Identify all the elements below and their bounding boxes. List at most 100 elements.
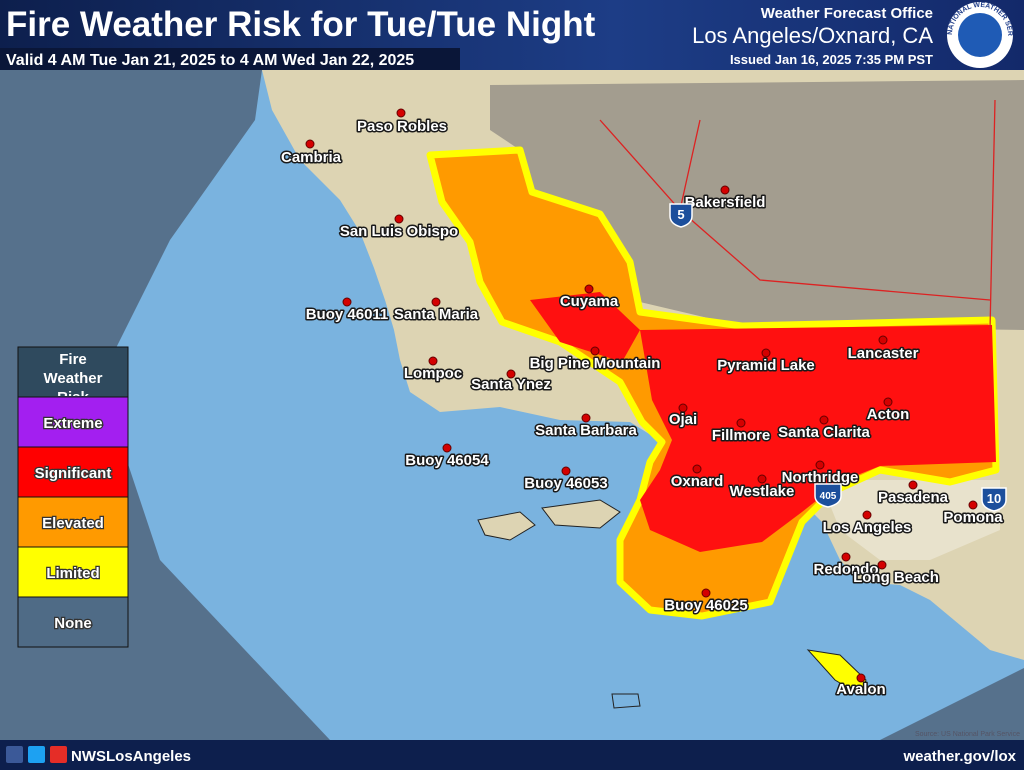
valid-bar — [0, 48, 460, 70]
island — [541, 499, 621, 529]
significant-risk-area — [640, 325, 996, 552]
social-handle[interactable]: NWSLosAngeles — [71, 748, 191, 765]
legend-title: Fire Weather Risk — [44, 351, 103, 396]
place-dot — [856, 673, 866, 683]
place-dot — [862, 510, 872, 520]
highway-line — [599, 99, 996, 331]
place-label: San Luis Obispo — [340, 223, 458, 240]
place-dot — [396, 108, 406, 118]
place-dot — [968, 500, 978, 510]
place-label: Northridge — [782, 469, 859, 486]
place-label: Buoy 46053 — [524, 475, 607, 492]
place-label: Avalon — [836, 681, 885, 698]
place-label: Santa Maria — [394, 306, 479, 323]
place-label: Cuyama — [560, 293, 619, 310]
place-label: Westlake — [730, 483, 795, 500]
significant-risk-area — [530, 292, 640, 362]
place-dot — [908, 480, 918, 490]
place-dot — [761, 348, 771, 358]
place-label: Big Pine Mountain — [530, 355, 661, 372]
place-labels: Paso Robles Cambria Bakersfield San Luis Ob… — [279, 108, 1005, 700]
website[interactable]: weather.gov/lox — [902, 748, 1016, 765]
place-label: Santa Barbara — [535, 422, 637, 439]
legend-label: None — [54, 615, 92, 632]
twitter-icon[interactable] — [28, 746, 45, 763]
place-label: Redondo — [814, 561, 879, 578]
place-dot — [841, 552, 851, 562]
place-label: Los Angeles — [823, 519, 912, 536]
place-dot — [590, 346, 600, 356]
source: Source: US National Park Service — [915, 731, 1020, 738]
shield — [669, 203, 693, 228]
place-dot — [878, 335, 888, 345]
location: Los Angeles/Oxnard, CA — [692, 23, 933, 48]
place-dot — [431, 297, 441, 307]
place-dot — [442, 443, 452, 453]
place-label: Long Beach — [853, 569, 939, 586]
place-label: Santa Ynez — [471, 376, 551, 393]
place-label: Pasadena — [878, 489, 949, 506]
place-label: Cambria — [281, 149, 342, 166]
shield-label: 405 — [820, 491, 837, 502]
place-dot — [342, 297, 352, 307]
urban-area — [820, 480, 1000, 560]
place-label: Bakersfield — [685, 194, 766, 211]
place-label: Buoy 46025 — [664, 597, 747, 614]
place-label: Paso Robles — [357, 118, 447, 135]
place-label: Buoy 46054 — [405, 452, 489, 469]
office: Weather Forecast Office — [761, 5, 933, 22]
place-label: Lompoc — [404, 365, 462, 382]
place-dot — [561, 466, 571, 476]
place-dot — [305, 139, 315, 149]
place-dot — [678, 403, 688, 413]
place-label: Buoy 46011 — [306, 306, 389, 323]
island — [806, 649, 867, 696]
place-dot — [877, 560, 887, 570]
shield — [981, 487, 1007, 512]
place-label: Acton — [867, 406, 910, 423]
place-dot — [815, 460, 825, 470]
place-dot — [581, 413, 591, 423]
issued: Issued Jan 16, 2025 7:35 PM PST — [730, 52, 933, 67]
legend-label: Extreme — [43, 415, 102, 432]
place-dot — [506, 369, 516, 379]
youtube-icon[interactable] — [50, 746, 67, 763]
place-label: Lancaster — [848, 345, 919, 362]
shield-label: 10 — [987, 491, 1001, 506]
place-dot — [701, 588, 711, 598]
legend-label: Limited — [46, 565, 99, 582]
island — [477, 511, 536, 541]
valid-period: Valid 4 AM Tue Jan 21, 2025 to 4 AM Wed … — [6, 52, 414, 69]
place-label: Fillmore — [712, 427, 770, 444]
legend-label: Elevated — [42, 515, 104, 532]
legend-label: Significant — [35, 465, 112, 482]
place-label: Oxnard — [671, 473, 724, 490]
legend-title-box — [17, 346, 129, 398]
legend-swatch — [17, 496, 129, 548]
logo — [958, 13, 1002, 57]
place-label: Santa Clarita — [778, 424, 870, 441]
legend-swatch — [17, 546, 129, 598]
place-dot — [428, 356, 438, 366]
place-label: Pyramid Lake — [717, 357, 815, 374]
place-label: Pomona — [943, 509, 1003, 526]
highway-shields: 5 405 10 — [669, 203, 1007, 512]
legend: Fire Weather Risk Extreme Significant Elev… — [17, 346, 129, 648]
place-dot — [757, 474, 767, 484]
legend-swatch — [17, 396, 129, 448]
place-dot — [883, 397, 893, 407]
legend-swatch — [17, 446, 129, 498]
outer-waters — [880, 668, 1024, 740]
place-dot — [819, 415, 829, 425]
title: Fire Weather Risk for Tue/Tue Night — [6, 5, 596, 44]
shield — [814, 483, 842, 508]
place-dot — [720, 185, 730, 195]
facebook-icon[interactable] — [6, 746, 23, 763]
place-dot — [736, 418, 746, 428]
place-dot — [584, 284, 594, 294]
place-label: Ojai — [669, 411, 697, 428]
place-dot — [692, 464, 702, 474]
shield-label: 5 — [677, 207, 684, 222]
interior-terrain — [490, 80, 1024, 330]
